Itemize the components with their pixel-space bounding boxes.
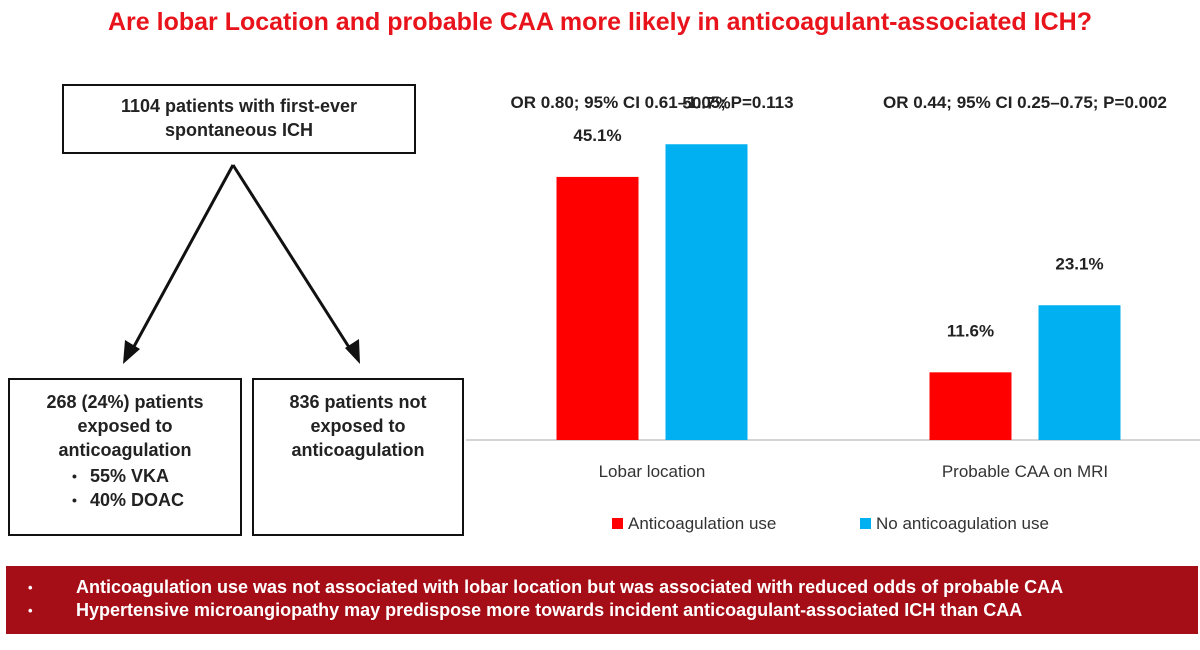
conclusion-point: Anticoagulation use was not associated w… <box>28 576 1198 599</box>
category-label: Probable CAA on MRI <box>942 462 1108 481</box>
data-label: 45.1% <box>573 126 621 145</box>
odds-ratio-annotation: OR 0.44; 95% CI 0.25–0.75; P=0.002 <box>883 93 1167 112</box>
bar <box>1038 305 1121 440</box>
bar <box>665 144 748 440</box>
bar <box>929 372 1012 440</box>
category-label: Lobar location <box>599 462 706 481</box>
anticoagulated-line: exposed to <box>77 416 173 436</box>
legend-label: Anticoagulation use <box>628 514 776 533</box>
anticoagulated-line: 268 (24%) patients <box>46 392 204 412</box>
data-label: 50.7% <box>682 93 730 112</box>
agent-doac: 40% DOAC <box>10 488 240 512</box>
conclusion-point: Hypertensive microangiopathy may predisp… <box>28 599 1198 622</box>
legend-swatch <box>612 518 623 529</box>
cohort-box: 1104 patients with first-ever spontaneou… <box>62 84 416 154</box>
anticoagulated-box: 268 (24%) patients exposed to anticoagul… <box>8 378 242 536</box>
cohort-line: spontaneous ICH <box>164 120 313 140</box>
not-anticoagulated-line: exposed to <box>310 416 406 436</box>
not-anticoagulated-line: 836 patients not <box>289 392 427 412</box>
conclusion-banner: Anticoagulation use was not associated w… <box>6 566 1198 634</box>
bar <box>556 176 639 440</box>
cohort-line: 1104 patients with first-ever <box>120 96 358 116</box>
agent-vka: 55% VKA <box>10 464 240 488</box>
right-arrow-line <box>231 164 354 353</box>
legend-label: No anticoagulation use <box>876 514 1049 533</box>
not-anticoagulated-line: anticoagulation <box>291 440 425 460</box>
left-arrow-line <box>129 164 235 353</box>
odds-ratio-annotation: OR 0.80; 95% CI 0.61–1.05; P=0.113 <box>510 93 793 112</box>
legend-swatch <box>860 518 871 529</box>
not-anticoagulated-box: 836 patients not exposed to anticoagulat… <box>252 378 464 536</box>
right-arrowhead <box>345 339 360 364</box>
anticoagulated-line: anticoagulation <box>58 440 192 460</box>
data-label: 11.6% <box>947 321 994 340</box>
data-label: 23.1% <box>1055 254 1103 273</box>
figure-title: Are lobar Location and probable CAA more… <box>108 8 1092 36</box>
agent-breakdown-list: 55% VKA 40% DOAC <box>10 464 240 512</box>
left-arrowhead <box>123 340 140 364</box>
